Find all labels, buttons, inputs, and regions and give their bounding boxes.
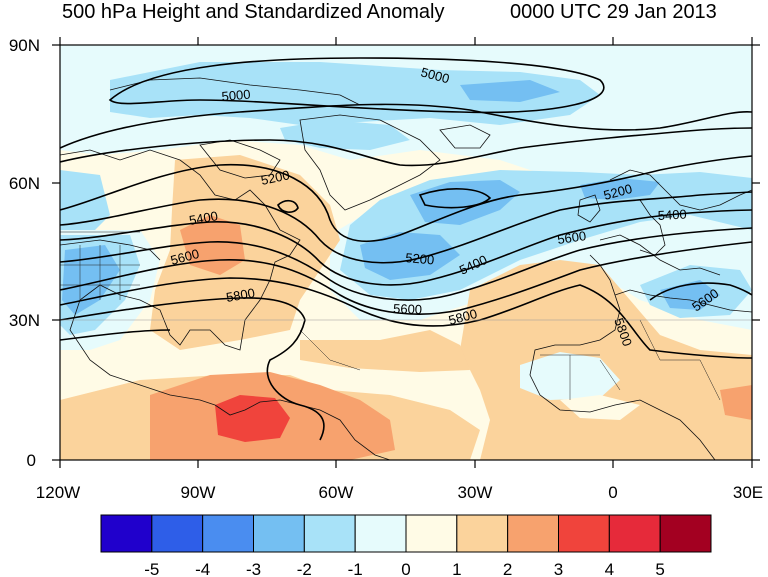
lon-tick-label: 30E (733, 483, 763, 502)
lon-tick-label: 30W (458, 483, 493, 502)
coastlines (60, 77, 752, 460)
colorbar-swatch (202, 514, 255, 553)
lat-tick-label: 90N (9, 36, 40, 55)
colorbar: -5 -4 -3 -2 -1 0 1 2 3 4 5 (100, 514, 712, 577)
contour-label: 5600 (169, 246, 201, 268)
anomaly-region-blue (280, 120, 410, 150)
contour-label: 5200 (405, 250, 435, 267)
lon-tick-label: 120W (36, 483, 80, 502)
colorbar-swatch (253, 514, 305, 553)
map-frame (59, 44, 753, 461)
colorbar-swatch (608, 514, 661, 553)
colorbar-label: 3 (554, 560, 563, 577)
contour-labels: 5000 5000 5200 5200 5200 5400 5400 5400 … (169, 64, 722, 348)
contour-label: 5000 (419, 64, 451, 86)
contour-label: 5200 (602, 181, 634, 203)
colorbar-label: -3 (246, 560, 261, 577)
lon-tick-label: 60W (319, 483, 354, 502)
colorbar-label: -2 (297, 560, 312, 577)
anomaly-region-blue-dark (460, 80, 560, 102)
axis-ticks (52, 37, 760, 468)
contour-label: 5200 (260, 167, 291, 188)
borders (60, 231, 721, 401)
colorbar-label: 2 (503, 560, 512, 577)
colorbar-swatch (303, 514, 356, 553)
colorbar-swatch (456, 514, 509, 553)
anomaly-region-blue-dark (62, 245, 120, 315)
valid-time-label: 0000 UTC 29 Jan 2013 (510, 1, 717, 23)
anomaly-region-blue-dark (360, 232, 460, 280)
contour-label: 5600 (393, 301, 422, 317)
colorbar-swatch (100, 514, 153, 553)
height-contours (60, 57, 752, 441)
colorbar-label: 1 (452, 560, 461, 577)
contour-label: 5800 (225, 285, 256, 305)
lat-tick-label: 0 (27, 451, 36, 470)
anomaly-region-orange (460, 260, 752, 460)
lat-tick-label: 60N (9, 174, 40, 193)
colorbar-label: 4 (605, 560, 614, 577)
colorbar-label: -4 (195, 560, 210, 577)
chart-title: 500 hPa Height and Standardized Anomaly (62, 1, 445, 23)
anomaly-region-blue (60, 170, 110, 230)
colorbar-swatch (354, 514, 407, 553)
colorbar-swatch (558, 514, 610, 553)
contour-label: 5600 (556, 228, 587, 247)
anomaly-region-orange (300, 330, 470, 372)
lon-tick-label: 0 (608, 483, 617, 502)
colorbar-swatch (507, 514, 559, 553)
contour-label: 5800 (447, 306, 479, 328)
contour-label: 5000 (221, 87, 251, 104)
colorbar-swatch (405, 514, 458, 553)
lon-tick-label: 90W (181, 483, 216, 502)
contour-label: 5400 (188, 208, 219, 228)
colorbar-swatch (659, 514, 712, 553)
anomaly-region-orange-dark (720, 385, 752, 420)
colorbar-label: -5 (144, 560, 159, 577)
lat-tick-label: 30N (9, 311, 40, 330)
contour-label: 5400 (657, 207, 687, 223)
map-field: 5000 5000 5200 5200 5200 5400 5400 5400 … (60, 45, 752, 460)
colorbar-label: 5 (655, 560, 664, 577)
anomaly-region-light-blue (560, 395, 640, 420)
colorbar-swatch (151, 514, 204, 553)
anomaly-region-red (215, 395, 290, 442)
colorbar-label: -1 (348, 560, 363, 577)
anomaly-region-blue (110, 62, 600, 125)
colorbar-label: 0 (401, 560, 410, 577)
